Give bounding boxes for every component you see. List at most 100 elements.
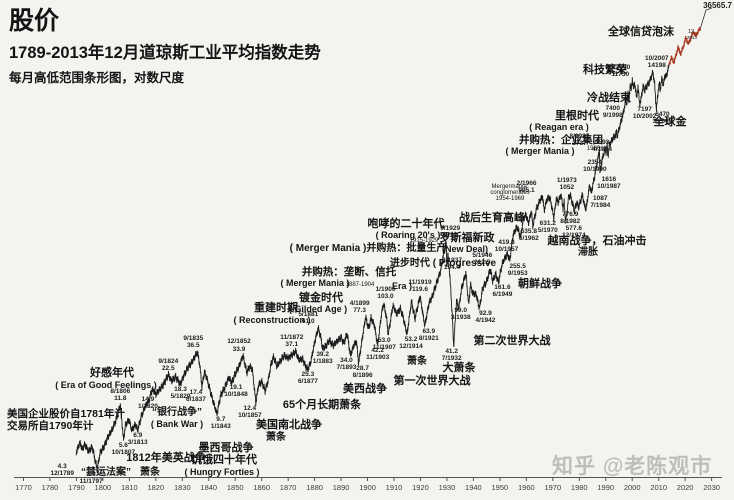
event-annotation: 萧条 [266, 432, 286, 443]
chart-subtitle: 1789-2013年12月道琼斯工业平均指数走势 [9, 44, 321, 62]
event-annotation: 65个月长期萧条 [282, 399, 362, 411]
x-tick-label: 1920 [412, 483, 429, 492]
low-point-label: 99.0 3/1938 [450, 307, 471, 322]
low-point-label: 776.9 8/1982 [560, 210, 581, 225]
event-annotation: 大萧条 [442, 362, 476, 374]
low-point-label: 53.2 12/1914 [399, 336, 423, 351]
high-point-label: 4/1899 77.3 [349, 299, 370, 314]
low-point-label: 1087 7/1984 [590, 194, 611, 209]
low-point-label: 577.6 12/1974 [562, 224, 586, 239]
event-annotation: 第一次世界大战 [393, 375, 471, 387]
event-annotation: 萧条 [407, 356, 427, 367]
event-annotation: 1954-1969 [495, 196, 525, 202]
high-point-label: 9/1835 36.5 [183, 335, 204, 350]
event-annotation: 萧条 [140, 467, 160, 478]
event-annotation: 交易所自1790年计 [7, 420, 94, 432]
event-annotation: 全球金 [653, 116, 687, 128]
event-annotation: 1915-1929 [409, 238, 439, 244]
event-annotation: 墨西哥战争 [198, 442, 254, 454]
event-annotation: 越南战争，石油冲击 [547, 235, 647, 247]
low-point-label: 6470 3/2009 [652, 111, 673, 126]
x-tick-label: 1950 [491, 483, 509, 492]
x-tick-label: 1800 [94, 483, 112, 492]
chart-description: 每月高低范围条形图，对数尺度 [9, 70, 185, 85]
low-point-label: 7197 10/2002 [632, 106, 657, 121]
event-annotation: ( Roaring 20's ) [375, 230, 441, 240]
high-point-label: 1/2000 11750 [610, 64, 631, 79]
high-point-label: 9/1929 381.2 [440, 224, 461, 239]
x-tick-label: 1980 [570, 483, 588, 492]
x-tick-label: 2030 [703, 483, 720, 492]
event-annotation: 12 [687, 29, 695, 35]
event-annotation: 全球信贷泡沫 [608, 26, 674, 38]
x-tick-label: 2000 [623, 483, 641, 492]
high-point-label: 5/1946 212.5 [472, 252, 493, 267]
high-point-label: 10/2007 14198 [645, 55, 669, 70]
low-point-label: 161.6 6/1949 [492, 284, 513, 299]
x-tick-label: 1830 [173, 483, 191, 492]
x-tick-label: 1870 [279, 483, 297, 492]
low-point-label: 63.9 8/1921 [418, 327, 439, 342]
low-point-label: 25.3 6/1877 [297, 371, 318, 386]
high-point-label: 12/1852 33.9 [227, 338, 251, 353]
low-point-label: 18.3 5/1829 [170, 386, 191, 401]
low-point-label: 3.0 11/1797 [79, 471, 103, 486]
x-tick-label: 1790 [68, 483, 85, 492]
x-tick-label: 1910 [385, 483, 403, 492]
low-point-label: 6.9 3/1813 [127, 432, 148, 447]
event-annotation: “银行战争” [152, 407, 202, 418]
event-annotation: “禁运法案” [81, 467, 131, 478]
low-point-label: 255.5 9/1953 [507, 262, 528, 277]
event-annotation: 重建时期 [254, 302, 298, 314]
low-point-label: 2354 10/1990 [583, 158, 607, 173]
event-annotation: 罗斯福新政 [439, 232, 495, 244]
event-annotation: ( Hungry Forties ) [184, 467, 260, 477]
event-annotation: Mergermania: [491, 184, 529, 190]
event-annotation: 美西战争 [343, 383, 387, 395]
event-annotation: 并购热：企业集团 [519, 134, 603, 146]
low-point-label: 53.0 11/1907 [372, 336, 396, 351]
high-point-label: 1/1906 103.0 [375, 286, 396, 301]
peak-label-connector-line [700, 7, 713, 29]
x-tick-label: 1780 [41, 483, 59, 492]
event-annotation: 2013 [686, 35, 698, 40]
event-annotation: 第二次世界大战 [473, 335, 551, 347]
event-annotation: 朝鲜战争 [518, 278, 562, 290]
event-annotation: (New Deal) [441, 244, 489, 254]
high-point-label: 3/1937 194.4 [442, 256, 462, 271]
event-annotation: 镀金时代 [299, 292, 343, 304]
event-annotation: ( Merger Mania )并购热：批量生产 [289, 243, 447, 254]
high-point-label: 5/1881 61.0 [298, 310, 319, 325]
low-point-label: 3593 4/1994 [592, 138, 613, 153]
x-tick-label: 1900 [359, 483, 376, 492]
event-annotation: 1980s [586, 146, 604, 152]
low-point-label: 5.6 10/1807 [111, 441, 136, 456]
high-point-label: 11/1919 119.6 [408, 279, 432, 294]
x-tick-label: 1890 [332, 483, 350, 492]
x-tick-label: 1930 [438, 483, 456, 492]
watermark: 知乎 @老陈观市 [552, 455, 713, 478]
event-annotation: Era ) [391, 281, 413, 291]
x-tick-label: 1960 [517, 483, 535, 492]
low-point-label: 631.2 5/1970 [537, 220, 558, 235]
event-annotation: 咆哮的二十年代 [367, 218, 445, 230]
low-point-label: 19.1 10/1848 [224, 384, 248, 399]
event-annotation: 并购热：垄断、信托 [301, 266, 397, 278]
high-point-label: 2/1966 995.1 [516, 179, 537, 194]
x-tick-label: 1990 [597, 483, 615, 492]
low-point-label: 1616 10/1987 [597, 176, 621, 191]
event-annotation: 里根时代 [555, 110, 599, 122]
projection-line [668, 26, 702, 66]
x-tick-label: 2020 [676, 483, 694, 492]
low-point-label: 92.9 4/1942 [475, 310, 496, 325]
x-axis [14, 477, 722, 481]
event-annotation: ( Bank War ) [150, 419, 204, 429]
high-point-label: 8/1806 11.8 [110, 387, 131, 402]
event-annotation: 1812年美英战争 [126, 452, 206, 464]
projection-peak-value-label: 36565.7 [703, 1, 732, 10]
event-annotation: ( Merger Mania ) [505, 146, 575, 156]
low-point-label: 34.0 7/1893 [336, 357, 357, 372]
event-annotation: ( Era of Good Feelings ) [55, 380, 157, 390]
low-point-label: 4.3 12/1789 [50, 463, 74, 478]
event-annotation: ( Reconstruction ) [233, 315, 311, 325]
